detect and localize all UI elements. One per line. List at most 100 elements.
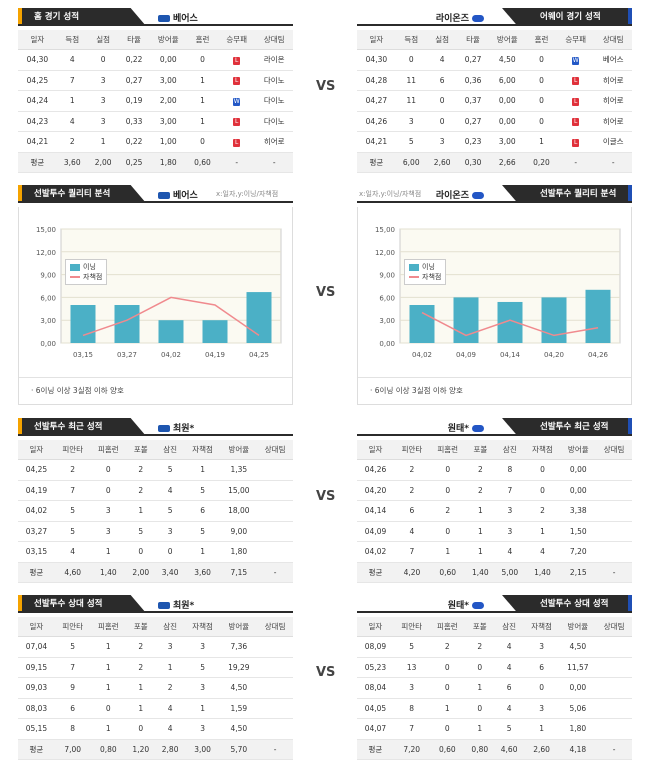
column-header: 자책점 bbox=[184, 617, 221, 637]
table-cell: 히어로 bbox=[594, 90, 632, 112]
table-cell: 4,50 bbox=[220, 677, 258, 699]
pitcher-table: 일자 피안타 피홈런 포볼 삼진 자책점 방어율 상대팀 08,09 5 2 2 4 3 4,50 05,23… bbox=[357, 617, 632, 760]
table-cell: 3 bbox=[87, 70, 119, 91]
table-row: 04,14 6 2 1 3 2 3,38 bbox=[357, 500, 632, 522]
column-header: 포볼 bbox=[465, 440, 496, 460]
table-row: 08,03 6 0 1 4 1 1,59 bbox=[18, 698, 293, 719]
y-tick-label: 9,00 bbox=[379, 272, 395, 280]
table-cell: 3 bbox=[90, 500, 127, 522]
table-cell: 4 bbox=[155, 480, 185, 501]
table-cell: 0,00 bbox=[560, 480, 597, 501]
table-cell: 이글스 bbox=[594, 131, 632, 153]
table-cell: 04,09 bbox=[357, 521, 395, 542]
table-cell: 4 bbox=[56, 49, 88, 71]
average-cell: 2,60 bbox=[523, 739, 560, 760]
column-header: 삼진 bbox=[494, 617, 524, 637]
table-cell: 0,22 bbox=[118, 49, 150, 71]
average-cell: 2,00 bbox=[87, 152, 119, 173]
table-row: 04,21 2 1 0,22 1,00 0 L 히어로 bbox=[18, 131, 293, 153]
away-recent-panel: 선발투수 최근 성적 원태* 일자 피안타 피홈런 포볼 삼진 자책점 방어율 상대팀 04,2… bbox=[357, 418, 632, 583]
table-row: 04,30 4 0 0,22 0,00 0 L 라이온 bbox=[18, 49, 293, 71]
bar-innings bbox=[114, 305, 140, 343]
average-cell: 0,25 bbox=[118, 152, 150, 173]
table-row: 05,15 8 1 0 4 3 4,50 bbox=[18, 718, 293, 740]
average-cell: - bbox=[596, 739, 632, 760]
team-logo-icon bbox=[472, 192, 484, 199]
chart-legend: 이닝 자책점 bbox=[404, 259, 447, 285]
table-cell: 5 bbox=[54, 521, 91, 542]
table-cell: 7 bbox=[495, 480, 525, 501]
average-row: 평균 4,20 0,60 1,40 5,00 1,40 2,15- bbox=[357, 562, 632, 583]
column-header: 상대팀 bbox=[596, 617, 632, 637]
loss-badge-icon: L bbox=[572, 77, 580, 86]
table-cell: 7 bbox=[54, 480, 91, 501]
table-cell: 1 bbox=[465, 541, 496, 563]
table-cell: 2 bbox=[429, 636, 466, 658]
table-cell: 04,28 bbox=[357, 70, 396, 91]
table-cell: W bbox=[556, 49, 595, 71]
average-row: 평균 7,20 0,60 0,80 4,60 2,60 4,18- bbox=[357, 739, 632, 760]
table-cell: 2 bbox=[465, 459, 496, 481]
table-cell: 4 bbox=[56, 111, 88, 132]
column-header: 실점 bbox=[87, 30, 119, 50]
table-cell: 1 bbox=[90, 718, 127, 740]
record-table: 일자 득점 실점 타율 방어율 홈런 승무패 상대팀 04,30 4 0 0,22 0,00 0 L 라이온 0… bbox=[18, 30, 293, 173]
column-header: 피안타 bbox=[54, 617, 91, 637]
y-tick-label: 15,00 bbox=[36, 226, 56, 234]
column-header: 피홈런 bbox=[90, 440, 127, 460]
table-cell: 05,15 bbox=[18, 718, 55, 740]
table-cell: 5 bbox=[155, 459, 185, 481]
table-cell: 4 bbox=[394, 521, 430, 542]
team-logo-icon bbox=[158, 425, 170, 432]
table-cell: 2 bbox=[394, 459, 430, 481]
loss-badge-icon: L bbox=[233, 77, 241, 86]
table-cell: 3,00 bbox=[488, 131, 527, 153]
bar-innings bbox=[409, 305, 435, 343]
pitcher-table: 일자 피안타 피홈런 포볼 삼진 자책점 방어율 상대팀 04,25 2 0 2 5 1 1,35 04,19… bbox=[18, 440, 293, 583]
x-tick-label: 04,09 bbox=[456, 351, 476, 359]
table-cell: 2 bbox=[54, 459, 91, 481]
table-cell: 다이노 bbox=[255, 70, 293, 91]
table-cell: 04,21 bbox=[18, 131, 57, 153]
table-cell: 08,03 bbox=[18, 698, 55, 719]
loss-badge-icon: L bbox=[572, 138, 580, 147]
table-row: 04,25 7 3 0,27 3,00 1 L 다이노 bbox=[18, 70, 293, 91]
axis-hint: x:일자,y:이닝/자책점 bbox=[216, 190, 279, 198]
average-cell: 2,00 bbox=[126, 562, 156, 583]
table-cell: 0,37 bbox=[457, 90, 489, 112]
legend-item-earned-runs: 자책점 bbox=[70, 272, 102, 282]
column-header: 자책점 bbox=[524, 440, 561, 460]
table-cell: 0,00 bbox=[488, 90, 527, 112]
table-cell: 0,00 bbox=[149, 49, 188, 71]
table-row: 09,15 7 1 2 1 5 19,29 bbox=[18, 657, 293, 678]
table-cell: 11,57 bbox=[559, 657, 597, 678]
y-tick-label: 15,00 bbox=[375, 226, 395, 234]
table-cell: 1 bbox=[184, 698, 221, 719]
x-tick-label: 04,02 bbox=[161, 351, 181, 359]
table-cell: L bbox=[556, 70, 595, 91]
average-cell: 0,80 bbox=[90, 739, 127, 760]
table-cell: 1 bbox=[56, 90, 88, 112]
table-cell: 5 bbox=[54, 500, 91, 522]
table-cell: 다이노 bbox=[255, 90, 293, 112]
table-cell: 7 bbox=[393, 718, 430, 740]
table-cell: 4,50 bbox=[559, 636, 597, 658]
table-cell: 3 bbox=[184, 677, 221, 699]
table-row: 05,23 13 0 0 4 6 11,57 bbox=[357, 657, 632, 678]
table-cell: 5 bbox=[494, 718, 524, 740]
table-cell: 1 bbox=[187, 70, 218, 91]
x-tick-label: 04,19 bbox=[205, 351, 225, 359]
table-row: 04,23 4 3 0,33 3,00 1 L 다이노 bbox=[18, 111, 293, 132]
team-name: 베어스 bbox=[158, 11, 198, 24]
table-cell: 0 bbox=[526, 111, 557, 132]
loss-badge-icon: L bbox=[572, 97, 580, 106]
average-cell: 1,40 bbox=[524, 562, 561, 583]
column-header: 방어율 bbox=[220, 440, 258, 460]
table-cell bbox=[257, 480, 293, 501]
table-cell: 3,38 bbox=[560, 500, 597, 522]
table-row: 09,03 9 1 1 2 3 4,50 bbox=[18, 677, 293, 699]
column-header: 일자 bbox=[18, 30, 57, 50]
legend-item-earned-runs: 자책점 bbox=[409, 272, 441, 282]
column-header: 피홈런 bbox=[429, 617, 466, 637]
table-cell: 8 bbox=[54, 718, 91, 740]
